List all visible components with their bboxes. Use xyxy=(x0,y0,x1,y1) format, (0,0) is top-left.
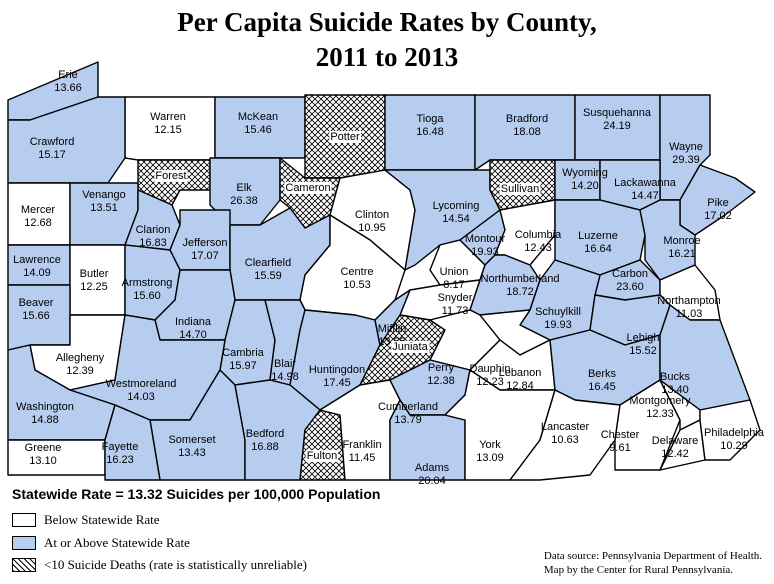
county-label-berks: Berks 16.45 xyxy=(588,368,617,393)
county-label-wyoming: Wyoming 14.20 xyxy=(562,167,608,192)
county-label-pike: Pike 17.02 xyxy=(704,197,732,222)
county-label-philadelphia: Philadelphia 10.29 xyxy=(704,427,765,452)
county-label-montour: Montour 19.93 xyxy=(465,233,506,258)
county-label-lancaster: Lancaster 10.63 xyxy=(541,421,590,446)
legend-item-above: At or Above Statewide Rate xyxy=(12,535,190,551)
county-label-cambria: Cambria 15.97 xyxy=(222,347,264,372)
county-label-lebanon: Lebanon 12.84 xyxy=(499,367,542,392)
map-title-line-2: 2011 to 2013 xyxy=(315,42,459,72)
county-philadelphia xyxy=(699,399,761,461)
county-label-schuylkill: Schuylkill 19.93 xyxy=(535,306,581,331)
county-label-centre: Centre 10.53 xyxy=(340,266,373,291)
county-label-lackawanna: Lackawanna 14.47 xyxy=(614,177,677,202)
county-label-allegheny: Allegheny 12.39 xyxy=(56,352,105,377)
county-label-sullivan: Sullivan xyxy=(501,183,540,195)
county-label-montgomery: Montgomery 12.33 xyxy=(629,395,691,420)
county-label-bg-forest xyxy=(154,170,188,182)
legend-swatch-above xyxy=(12,536,36,550)
county-label-cameron: Cameron xyxy=(285,182,330,194)
county-label-greene: Greene 13.10 xyxy=(25,442,62,467)
county-label-bedford: Bedford 16.88 xyxy=(246,428,285,453)
county-label-lawrence: Lawrence 14.09 xyxy=(13,254,61,279)
map-title-line-1: Per Capita Suicide Rates by County, xyxy=(177,7,597,37)
county-label-erie: Erie 13.66 xyxy=(54,69,82,94)
county-label-bg-cameron xyxy=(284,182,332,194)
county-mifflin xyxy=(374,289,411,346)
county-label-york: York 13.09 xyxy=(476,439,504,464)
county-fayette xyxy=(104,404,161,481)
county-label-cumberland: Cumberland 13.79 xyxy=(378,401,438,426)
county-label-bg-potter xyxy=(329,131,362,143)
county-label-clarion: Clarion 16.83 xyxy=(136,224,171,249)
county-label-juniata: Juniata xyxy=(392,341,428,353)
county-label-chester: Chester 9.61 xyxy=(601,429,640,454)
legend-label-hatched: <10 Suicide Deaths (rate is statisticall… xyxy=(44,557,307,572)
county-label-forest: Forest xyxy=(155,170,186,182)
county-label-tioga: Tioga 16.48 xyxy=(416,113,444,138)
county-label-wayne: Wayne 29.39 xyxy=(669,141,703,166)
county-label-lehigh: Lehigh 15.52 xyxy=(626,332,659,357)
county-label-franklin: Franklin 11.45 xyxy=(342,439,381,464)
county-label-susquehanna: Susquehanna 24.19 xyxy=(583,107,652,132)
county-label-fayette: Fayette 16.23 xyxy=(102,441,139,466)
county-label-westmoreland: Westmoreland 14.03 xyxy=(106,378,177,403)
county-label-clinton: Clinton 10.95 xyxy=(355,209,389,234)
county-butler xyxy=(69,244,126,316)
legend-item-hatched: <10 Suicide Deaths (rate is statisticall… xyxy=(12,557,307,573)
legend-swatch-below xyxy=(12,513,36,527)
county-label-delaware: Delaware 12.42 xyxy=(652,435,698,460)
county-label-bg-juniata xyxy=(391,341,430,353)
county-label-luzerne: Luzerne 16.64 xyxy=(578,230,618,255)
legend-item-below: Below Statewide Rate xyxy=(12,512,160,528)
county-label-mckean: McKean 15.46 xyxy=(238,111,278,136)
legend-swatch-hatched xyxy=(12,558,36,572)
county-label-lycoming: Lycoming 14.54 xyxy=(433,200,480,225)
county-label-crawford: Crawford 15.17 xyxy=(30,136,75,161)
county-label-bradford: Bradford 18.08 xyxy=(506,113,548,138)
county-label-columbia: Columbia 12.43 xyxy=(515,229,562,254)
county-monroe xyxy=(639,199,696,281)
county-label-snyder: Snyder 11.73 xyxy=(438,292,473,317)
county-label-venango: Venango 13.51 xyxy=(82,189,125,214)
county-label-jefferson: Jefferson 17.07 xyxy=(182,237,227,262)
county-label-armstrong: Armstrong 15.60 xyxy=(122,277,173,302)
county-label-warren: Warren 12.15 xyxy=(150,111,186,136)
county-label-indiana: Indiana 14.70 xyxy=(175,316,212,341)
county-label-butler: Butler 12.25 xyxy=(80,268,109,293)
county-label-union: Union 8.17 xyxy=(440,266,469,291)
county-label-clearfield: Clearfield 15.59 xyxy=(245,257,291,282)
county-label-dauphin: Dauphin 12.23 xyxy=(470,363,511,388)
county-label-fulton: Fulton xyxy=(307,450,338,462)
map-credit-line: Map by the Center for Rural Pennsylvania… xyxy=(543,564,734,576)
county-label-northumberland: Northumberland 18.72 xyxy=(481,273,560,298)
county-mckean xyxy=(214,96,306,159)
county-label-washington: Washington 14.88 xyxy=(16,401,74,426)
county-label-carbon: Carbon 23.60 xyxy=(612,268,648,293)
county-label-beaver: Beaver 15.66 xyxy=(19,297,54,322)
county-label-bg-fulton xyxy=(305,450,339,462)
legend-label-above: At or Above Statewide Rate xyxy=(44,535,190,550)
data-source-line: Data source: Pennsylvania Department of … xyxy=(543,550,762,562)
county-label-elk: Elk 26.38 xyxy=(230,182,258,207)
statewide-rate: Statewide Rate = 13.32 Suicides per 100,… xyxy=(12,486,381,502)
county-label-perry: Perry 12.38 xyxy=(427,362,455,387)
county-label-bucks: Bucks 13.40 xyxy=(660,371,690,396)
county-label-northampton: Northampton 11.03 xyxy=(657,295,721,320)
county-label-somerset: Somerset 13.43 xyxy=(168,434,215,459)
county-label-mercer: Mercer 12.68 xyxy=(21,204,56,229)
county-label-blair: Blair 14.98 xyxy=(271,358,299,383)
data-source-credit: Data source: Pennsylvania Department of … xyxy=(544,549,762,577)
county-label-adams: Adams 20.04 xyxy=(415,462,450,487)
county-label-monroe: Monroe 16.21 xyxy=(663,235,700,260)
county-label-potter: Potter xyxy=(330,131,360,143)
county-label-bg-sullivan xyxy=(499,183,541,195)
county-lancaster xyxy=(509,389,621,481)
county-label-huntingdon: Huntingdon 17.45 xyxy=(309,364,365,389)
legend-label-below: Below Statewide Rate xyxy=(44,512,160,527)
